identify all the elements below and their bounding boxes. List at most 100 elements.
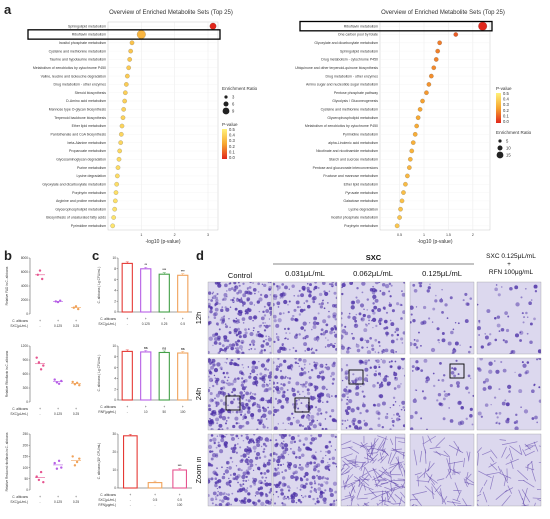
cell-cluster xyxy=(274,375,278,379)
cell-cluster xyxy=(319,450,322,453)
cell-cluster xyxy=(225,382,228,385)
micrograph-frame xyxy=(340,433,406,507)
cell-cluster xyxy=(441,378,445,382)
cell-cluster xyxy=(299,466,304,471)
hypha xyxy=(497,465,501,473)
x-axis-label: -log10 (p-value) xyxy=(417,239,452,245)
cell-cluster xyxy=(247,307,250,310)
hypha xyxy=(521,489,531,503)
row-value: + xyxy=(163,405,165,409)
cell-cluster xyxy=(507,384,512,389)
category-label: D-Amino acid metabolism xyxy=(66,99,106,103)
cell-cluster xyxy=(291,412,294,415)
cell-cluster xyxy=(223,491,226,495)
cell-cluster xyxy=(239,459,244,464)
cell-cluster xyxy=(436,327,440,331)
micrograph-frame xyxy=(272,357,338,431)
category-label: Ubiquinone and other terpenoid-quinone b… xyxy=(295,66,378,70)
cell-cluster xyxy=(341,337,343,340)
cell-cluster xyxy=(529,340,533,345)
cell-cluster xyxy=(228,477,230,480)
cell-cluster xyxy=(341,379,344,382)
cell-cluster xyxy=(493,396,497,399)
cell-cluster xyxy=(324,444,329,449)
y-tick-label: 900 xyxy=(23,358,29,362)
cell-cluster xyxy=(381,359,386,364)
y-axis-label: Relative FAD in C. albicans xyxy=(5,266,9,305)
cell-cluster xyxy=(389,428,392,430)
cell-cluster xyxy=(309,363,311,365)
hypha xyxy=(477,447,482,454)
cell-cluster xyxy=(290,475,295,480)
hypha xyxy=(360,462,364,472)
cell-cluster xyxy=(314,385,319,390)
hypha xyxy=(538,445,541,447)
cell-cluster xyxy=(283,328,286,331)
cell-cluster xyxy=(308,376,312,380)
category-label: Sphingolipid metabolism xyxy=(340,49,378,53)
cell-cluster xyxy=(359,411,362,415)
hypha xyxy=(359,477,370,487)
category-label: Inositol phosphate metabolism xyxy=(331,216,378,220)
cell-cluster xyxy=(266,359,270,363)
hypha xyxy=(363,503,368,506)
cell-cluster xyxy=(496,323,501,328)
category-label: Cysteine and methionine metabolism xyxy=(49,49,106,53)
data-point xyxy=(405,173,410,179)
cell-cluster xyxy=(314,285,318,290)
cell-cluster xyxy=(325,451,327,453)
cell-cluster xyxy=(230,346,234,351)
micrograph-frame xyxy=(476,433,542,507)
hypha xyxy=(454,482,460,494)
cell-cluster xyxy=(393,371,396,374)
cell-cluster xyxy=(378,364,380,366)
cell-cluster xyxy=(245,450,250,455)
x-axis-label: -log10 (p-value) xyxy=(145,239,180,245)
cell-cluster xyxy=(380,381,383,384)
cell-cluster xyxy=(261,383,266,388)
cell-cluster xyxy=(303,367,306,369)
y-tick-label: 0 xyxy=(26,312,28,316)
cell-cluster xyxy=(252,381,257,386)
hypha xyxy=(463,478,468,488)
cell-cluster xyxy=(284,285,288,290)
row-value: 0.25 xyxy=(73,412,79,416)
cell-cluster xyxy=(214,477,218,480)
cell-cluster xyxy=(241,351,245,354)
cell-cluster xyxy=(371,309,375,312)
cell-cluster xyxy=(279,386,284,391)
cell-cluster xyxy=(509,286,513,291)
cell-cluster xyxy=(214,377,217,380)
cell-cluster xyxy=(381,353,384,354)
cell-cluster xyxy=(220,308,224,313)
cell-cluster xyxy=(247,447,252,452)
cell-cluster xyxy=(317,475,322,480)
cell-cluster xyxy=(273,408,278,414)
cell-cluster xyxy=(312,321,317,326)
cell-cluster xyxy=(286,485,290,489)
hypha xyxy=(463,457,465,468)
cell-cluster xyxy=(389,381,391,384)
cell-cluster xyxy=(316,412,320,416)
cell-cluster xyxy=(284,377,286,379)
cell-cluster xyxy=(230,434,235,437)
micrograph-texture xyxy=(208,282,272,354)
hypha xyxy=(479,487,484,493)
cell-cluster xyxy=(319,305,323,309)
cell-cluster xyxy=(257,499,261,503)
cell-cluster xyxy=(351,379,354,382)
cell-cluster xyxy=(383,319,388,324)
cell-cluster xyxy=(274,397,278,400)
cell-cluster xyxy=(242,373,245,376)
cell-cluster xyxy=(332,361,336,365)
cell-cluster xyxy=(498,422,501,425)
cell-cluster xyxy=(465,417,468,421)
cell-cluster xyxy=(217,428,221,430)
cell-cluster xyxy=(356,427,360,430)
cell-cluster xyxy=(215,417,220,422)
cell-cluster xyxy=(464,319,469,323)
cell-cluster xyxy=(217,444,221,448)
category-label: Pyruvate metabolism xyxy=(345,191,378,195)
cell-cluster xyxy=(311,475,316,480)
cell-cluster xyxy=(208,377,214,383)
